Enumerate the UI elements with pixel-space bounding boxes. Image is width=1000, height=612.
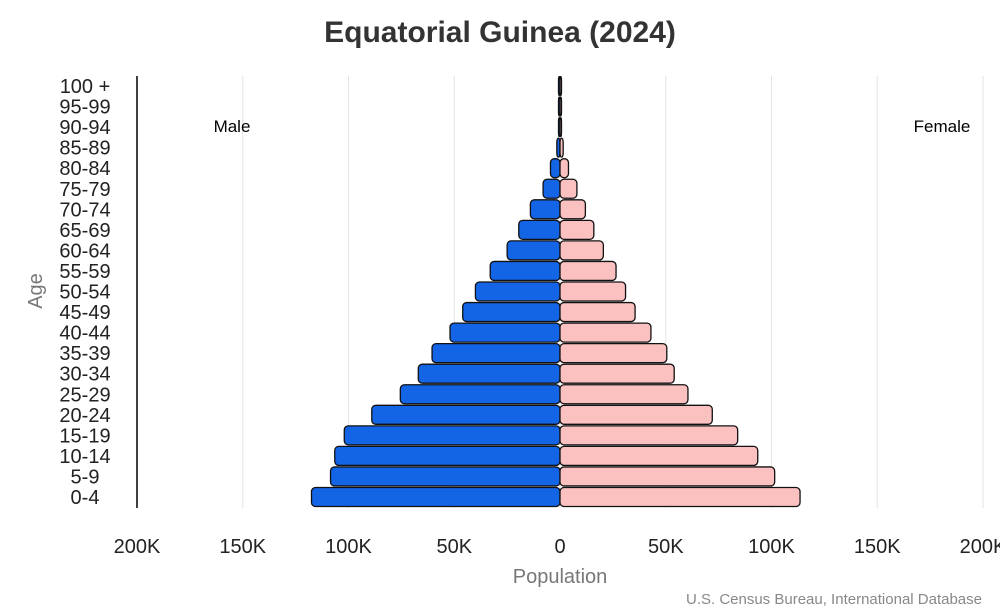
age-group-label: 60-64 [59, 240, 110, 262]
male-bar [489, 260, 561, 282]
female-bar [559, 158, 570, 179]
male-label: Male [214, 117, 251, 136]
female-bar [559, 75, 563, 97]
age-group-label: 85-89 [59, 138, 110, 160]
age-group-label: 95-99 [59, 97, 110, 119]
female-bar [559, 363, 675, 384]
x-tick-label: 200K [960, 536, 1000, 558]
female-bar [559, 178, 578, 199]
male-bar [518, 219, 561, 241]
male-bar [310, 486, 561, 508]
male-bar [529, 199, 561, 220]
age-group-label: 20-24 [59, 405, 110, 427]
y-tick-labels: 0-45-910-1415-1920-2425-2930-3435-3940-4… [59, 76, 110, 509]
age-group-label: 35-39 [59, 343, 110, 365]
male-bar [431, 342, 561, 364]
male-bar [399, 384, 561, 405]
female-bar [559, 404, 713, 425]
female-bar [559, 445, 759, 467]
male-bar [417, 363, 561, 384]
age-group-label: 90-94 [59, 117, 110, 139]
age-group-label: 80-84 [59, 158, 110, 180]
age-group-label: 65-69 [59, 220, 110, 242]
male-bar [474, 281, 561, 302]
x-tick-label: 150K [854, 536, 901, 558]
female-bar [559, 281, 627, 302]
male-bar [549, 158, 561, 179]
age-group-label: 0-4 [71, 487, 100, 509]
male-bar [343, 425, 561, 446]
age-group-label: 30-34 [59, 364, 110, 386]
chart-title: Equatorial Guinea (2024) [324, 16, 676, 49]
male-bar [371, 404, 561, 425]
male-bar [329, 466, 561, 487]
x-tick-label: 150K [219, 536, 266, 558]
female-bar [559, 301, 636, 323]
female-bar [559, 486, 801, 508]
female-bar [559, 260, 617, 282]
female-bar [559, 137, 564, 158]
female-bar [559, 466, 776, 487]
age-group-label: 55-59 [59, 261, 110, 283]
male-bar [506, 240, 561, 261]
age-group-label: 100 + [60, 76, 111, 98]
bars-layer [310, 75, 801, 508]
age-group-label: 50-54 [59, 282, 110, 304]
x-tick-label: 200K [114, 536, 161, 558]
female-bar [559, 384, 689, 405]
y-axis-label: Age [25, 273, 47, 309]
female-bar [559, 425, 739, 446]
female-label: Female [914, 117, 971, 136]
x-tick-label: 0 [554, 536, 565, 558]
age-group-label: 70-74 [59, 199, 110, 221]
x-tick-label: 50K [436, 536, 472, 558]
x-tick-labels: 200K 150K 100K 50K 0 50K 100K 150K 200K [114, 536, 1000, 558]
x-tick-label: 50K [648, 536, 684, 558]
age-group-label: 40-44 [59, 323, 110, 345]
age-group-label: 5-9 [71, 466, 100, 488]
age-group-label: 75-79 [59, 179, 110, 201]
female-bar [559, 342, 668, 364]
male-bar [449, 322, 561, 343]
x-tick-label: 100K [325, 536, 372, 558]
age-group-label: 45-49 [59, 302, 110, 324]
female-bar [559, 199, 587, 220]
age-group-label: 15-19 [59, 425, 110, 447]
male-bar [334, 445, 561, 467]
female-bar [559, 219, 595, 241]
female-bar [559, 240, 605, 261]
source-note: U.S. Census Bureau, International Databa… [686, 591, 982, 608]
female-bar [559, 96, 563, 117]
female-bar [559, 322, 652, 343]
age-group-label: 25-29 [59, 384, 110, 406]
x-tick-label: 100K [748, 536, 795, 558]
female-bar [559, 116, 563, 138]
age-group-label: 10-14 [59, 446, 110, 468]
male-bar [542, 178, 561, 199]
male-bar [462, 301, 561, 323]
x-axis-label: Population [513, 566, 608, 588]
